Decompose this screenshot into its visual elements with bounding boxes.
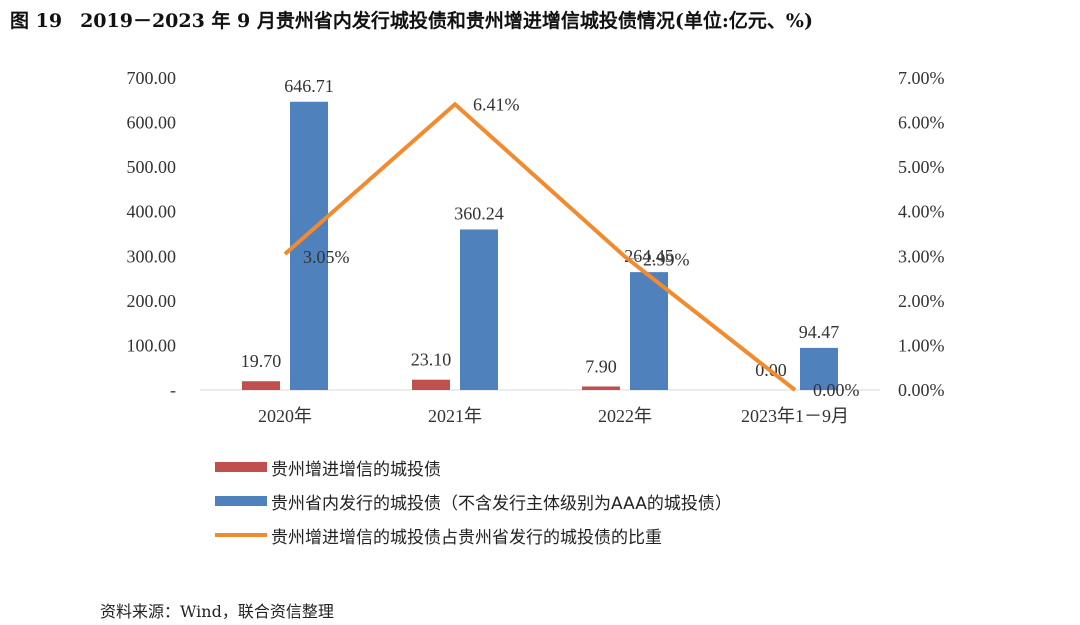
line-series — [283, 101, 797, 392]
y-left-tick-label: 200.00 — [127, 291, 177, 311]
x-tick-label: 2022年 — [598, 406, 652, 426]
y-right-tick-label: 4.00% — [898, 202, 945, 222]
legend-swatch-red — [215, 462, 267, 472]
combo-chart: - 100.00 200.00 300.00 400.00 500.00 600.00 700… — [127, 68, 945, 426]
y-right-tick-label: 3.00% — [898, 246, 945, 266]
bar-blue-label: 360.24 — [454, 203, 504, 223]
line-label: 2.99% — [643, 250, 690, 270]
y-left-tick-label: 100.00 — [127, 335, 177, 355]
y-left-tick-label: - — [170, 380, 176, 400]
legend-label-line: 贵州增进增信的城投债占贵州省发行的城投债的比重 — [271, 527, 662, 548]
y-left-tick-label: 600.00 — [127, 113, 177, 133]
y-left-tick-label: 400.00 — [127, 202, 177, 222]
legend-item-line: 贵州增进增信的城投债占贵州省发行的城投债的比重 — [215, 518, 732, 552]
y-right-tick-label: 2.00% — [898, 291, 945, 311]
bar-red-label: 23.10 — [411, 350, 452, 370]
figure-number: 图 19 — [10, 10, 63, 32]
x-tick-label: 2023年1－9月 — [741, 406, 849, 426]
bar-red — [582, 386, 620, 390]
legend-label-red: 贵州增进增信的城投债 — [271, 459, 441, 480]
x-tick-label: 2020年 — [258, 406, 312, 426]
legend-label-blue: 贵州省内发行的城投债（不含发行主体级别为AAA的城投债） — [271, 493, 732, 514]
y-right-tick-label: 7.00% — [898, 68, 945, 88]
bar-red-label: 7.90 — [585, 356, 617, 376]
bar-red — [412, 379, 450, 390]
bar-red — [242, 381, 280, 390]
bar-blue-label: 94.47 — [799, 322, 840, 342]
legend-swatch-line — [215, 533, 267, 537]
bar-blue — [460, 229, 498, 390]
source-note: 资料来源：Wind，联合资信整理 — [100, 602, 334, 621]
figure-title-text: 2019－2023 年 9 月贵州省内发行城投债和贵州增进增信城投债情况(单位:… — [80, 10, 813, 32]
y-right-tick-label: 0.00% — [898, 380, 945, 400]
legend-item-red-bar: 贵州增进增信的城投债 — [215, 450, 732, 484]
bar-blue-label: 646.71 — [284, 76, 334, 96]
bar-blue — [800, 347, 838, 390]
legend-swatch-blue — [215, 496, 267, 506]
y-left-tick-label: 700.00 — [127, 68, 177, 88]
x-tick-label: 2021年 — [428, 406, 482, 426]
bar-blue-label: 264.45 — [624, 246, 674, 266]
y-left-tick-label: 300.00 — [127, 246, 177, 266]
chart-legend: 贵州增进增信的城投债 贵州省内发行的城投债（不含发行主体级别为AAA的城投债） … — [215, 450, 732, 552]
y-right-tick-label: 6.00% — [898, 113, 945, 133]
figure-title: 图 19 2019－2023 年 9 月贵州省内发行城投债和贵州增进增信城投债情况… — [10, 6, 1070, 33]
line-label: 3.05% — [303, 247, 350, 267]
y-left-tick-label: 500.00 — [127, 157, 177, 177]
y-right-tick-label: 1.00% — [898, 335, 945, 355]
y-right-tick-label: 5.00% — [898, 157, 945, 177]
legend-item-blue-bar: 贵州省内发行的城投债（不含发行主体级别为AAA的城投债） — [215, 484, 732, 518]
line-label: 6.41% — [473, 94, 520, 114]
bar-red-label: 19.70 — [241, 351, 282, 371]
bar-blue — [630, 272, 668, 390]
line-label: 0.00% — [813, 380, 860, 400]
